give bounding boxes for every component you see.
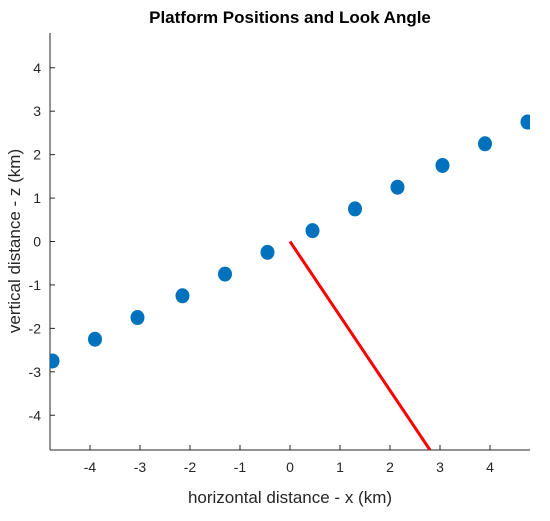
platform-position-point — [348, 201, 362, 217]
platform-position-point — [218, 266, 232, 282]
y-tick-label: 2 — [33, 147, 41, 163]
x-tick-label: -2 — [184, 459, 197, 475]
platform-position-point — [390, 179, 405, 195]
x-tick-label: -4 — [84, 459, 97, 475]
x-tick-label: 3 — [436, 459, 444, 475]
y-tick-label: -2 — [29, 320, 42, 336]
platform-position-point — [88, 331, 102, 347]
y-tick-label: -4 — [29, 407, 42, 423]
x-ticks: -4 -3 -2 -1 0 1 2 3 4 — [84, 445, 494, 475]
x-tick-label: -3 — [134, 459, 147, 475]
x-tick-label: 0 — [286, 459, 294, 475]
platform-position-point — [478, 136, 492, 152]
platform-position-point — [520, 114, 530, 130]
chart-title: Platform Positions and Look Angle — [149, 8, 431, 27]
y-tick-label: 3 — [33, 103, 41, 119]
platform-position-point — [260, 244, 275, 260]
platform-position-point — [175, 288, 190, 304]
y-axis-label: vertical distance - z (km) — [5, 149, 24, 333]
x-tick-label: -1 — [234, 459, 247, 475]
x-tick-label: 1 — [336, 459, 344, 475]
y-tick-label: -3 — [29, 364, 42, 380]
x-axis-label: horizontal distance - x (km) — [188, 488, 392, 507]
look-angle-line — [288, 240, 432, 450]
x-tick-label: 2 — [386, 459, 394, 475]
y-ticks: -4 -3 -2 -1 0 1 2 3 4 — [29, 60, 55, 423]
platform-position-point — [435, 157, 450, 173]
y-tick-label: 0 — [33, 234, 41, 250]
platform-position-point — [50, 353, 60, 369]
y-tick-label: -1 — [29, 277, 42, 293]
platform-position-point — [305, 223, 320, 239]
y-tick-label: 1 — [33, 190, 41, 206]
y-tick-label: 4 — [33, 60, 41, 76]
platform-position-point — [130, 310, 145, 326]
series-layer — [50, 114, 530, 450]
x-tick-label: 4 — [486, 459, 494, 475]
